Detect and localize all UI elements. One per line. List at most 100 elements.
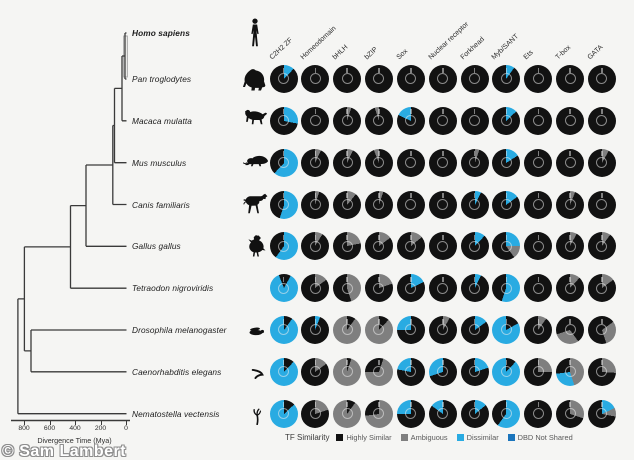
axis-tick <box>24 421 25 425</box>
species-label: Gallus gallus <box>132 241 181 252</box>
similarity-donut <box>428 106 457 135</box>
similarity-donut <box>396 148 425 177</box>
similarity-donut <box>460 316 489 344</box>
species-label: Canis familiaris <box>132 199 190 210</box>
similarity-donut <box>524 316 553 344</box>
similarity-donut <box>492 148 521 177</box>
similarity-donut <box>524 357 553 386</box>
similarity-donut <box>269 399 298 428</box>
similarity-donut <box>269 316 298 344</box>
similarity-donut <box>428 316 457 344</box>
similarity-donut <box>524 232 553 261</box>
similarity-donut <box>269 65 298 93</box>
legend-item: Dissimilar <box>456 433 499 442</box>
similarity-donut <box>301 316 330 344</box>
similarity-donut <box>269 148 298 177</box>
similarity-donut <box>365 232 394 261</box>
similarity-donut <box>333 148 362 177</box>
similarity-donut <box>460 399 489 428</box>
similarity-donut <box>269 357 298 386</box>
species-label: Pan troglodytes <box>132 74 192 84</box>
legend-label: Ambiguous <box>410 433 448 442</box>
similarity-donut <box>524 65 553 93</box>
similarity-donut <box>556 357 585 386</box>
similarity-donut <box>333 274 362 303</box>
similarity-donut <box>396 65 425 93</box>
species-label: Tetraodon nigroviridis <box>132 283 214 294</box>
similarity-donut <box>492 65 521 93</box>
similarity-donut <box>588 106 616 135</box>
axis-tick <box>49 421 51 425</box>
similarity-donut <box>588 316 616 344</box>
similarity-donut <box>333 357 362 386</box>
similarity-donut <box>588 357 616 386</box>
legend-item: Highly Similar <box>336 433 392 442</box>
similarity-donut <box>588 190 616 219</box>
tree-branches <box>17 32 127 415</box>
similarity-donut <box>365 106 394 135</box>
legend-item: DBD Not Shared <box>507 433 573 442</box>
similarity-donut <box>524 399 553 428</box>
axis-title: Divergence Time (Mya) <box>37 436 112 445</box>
rooster-icon <box>247 235 266 258</box>
sea-anemone-icon <box>252 407 263 425</box>
species-label: Drosophila melanogaster <box>132 325 227 335</box>
similarity-donut <box>333 399 362 428</box>
similarity-donut <box>301 106 330 135</box>
similarity-donut <box>333 106 362 135</box>
similarity-donut <box>588 399 616 428</box>
worm-icon <box>251 369 265 380</box>
similarity-donut <box>524 148 553 177</box>
similarity-donut <box>428 232 457 261</box>
similarity-donut <box>460 357 489 386</box>
watermark-credit: © Sam Lambert <box>2 443 127 460</box>
axis-tick-label: 400 <box>69 425 81 432</box>
macaque-icon <box>243 109 269 125</box>
axis-tick-label: 800 <box>18 425 30 432</box>
similarity-donut <box>396 316 425 344</box>
similarity-donut <box>428 399 457 428</box>
similarity-donut <box>492 399 521 428</box>
similarity-donut <box>269 232 298 261</box>
similarity-donut <box>333 232 362 261</box>
similarity-donut <box>460 190 489 219</box>
similarity-donut <box>492 357 521 386</box>
legend-label: Dissimilar <box>466 433 499 442</box>
similarity-donut <box>428 274 457 303</box>
similarity-donut <box>492 190 521 219</box>
similarity-donut <box>492 316 521 344</box>
similarity-donut <box>396 274 425 303</box>
similarity-donut <box>365 274 394 303</box>
axis-tick <box>75 421 76 425</box>
similarity-donut <box>524 106 553 135</box>
legend-label: DBD Not Shared <box>517 433 573 442</box>
similarity-donut <box>365 357 394 386</box>
similarity-donut <box>365 190 394 219</box>
human-icon <box>249 18 262 48</box>
similarity-donut <box>333 65 362 93</box>
axis-tick <box>126 421 127 425</box>
similarity-donut <box>524 274 553 303</box>
similarity-donut <box>428 148 457 177</box>
mouse-icon <box>243 153 269 167</box>
similarity-donut <box>556 106 585 135</box>
species-label: Macaca mulatta <box>132 115 192 126</box>
legend-item: Ambiguous <box>400 433 448 442</box>
similarity-donut <box>269 274 298 303</box>
similarity-donut <box>556 274 585 303</box>
similarity-donut <box>428 190 457 219</box>
legend-swatch <box>400 434 408 441</box>
similarity-donut <box>301 399 330 428</box>
similarity-donut <box>492 232 521 261</box>
similarity-donut <box>301 357 330 386</box>
legend-swatch <box>336 434 344 441</box>
legend-title: TF Similarity <box>285 433 330 442</box>
legend-swatch <box>456 434 464 441</box>
similarity-donut <box>301 190 330 219</box>
similarity-donut <box>269 190 298 219</box>
similarity-donut <box>556 148 585 177</box>
species-label: Caenorhabditis elegans <box>132 366 222 377</box>
similarity-donut <box>556 190 585 219</box>
similarity-donut <box>396 357 425 386</box>
